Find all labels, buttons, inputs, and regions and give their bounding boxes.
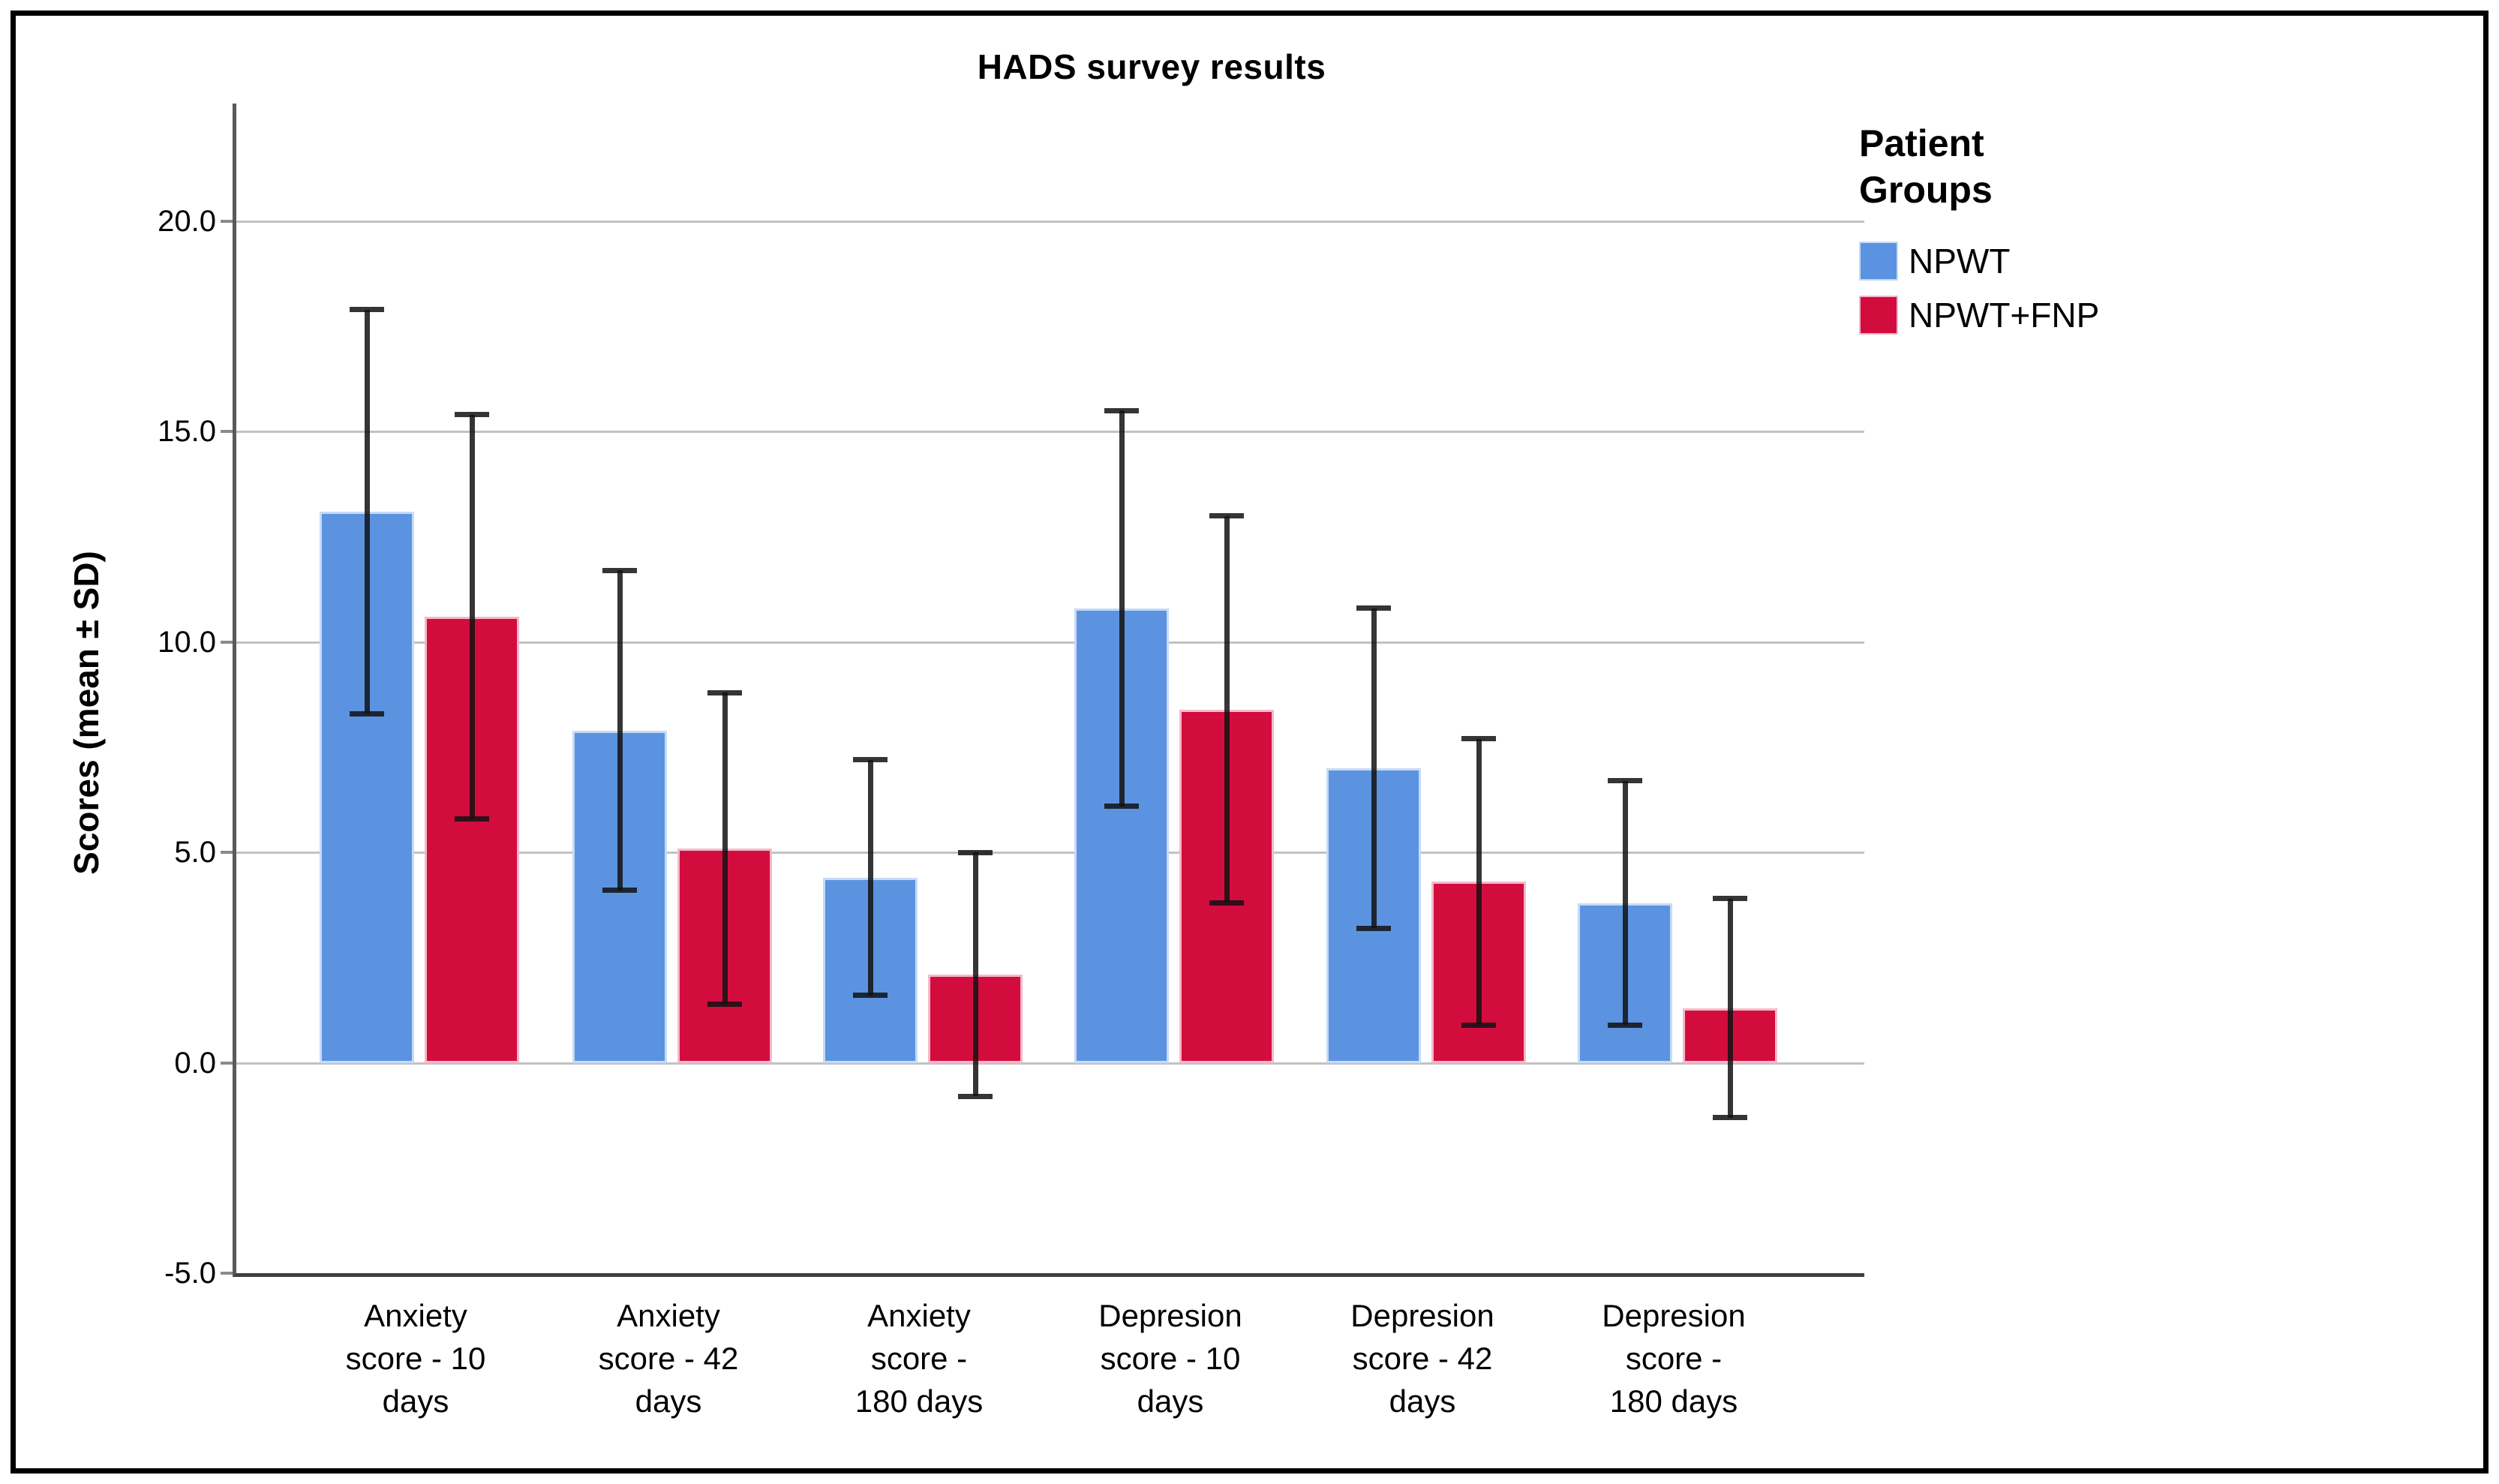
legend: Patient Groups NPWT NPWT+FNP [1859, 120, 2309, 350]
gridline-5 [236, 852, 1864, 855]
error-cap [958, 849, 993, 855]
x-tick-label-Anxiety score - 180 days: Anxiety score -180 days [855, 1298, 984, 1419]
y-tick-mark [221, 220, 233, 224]
legend-title: Patient Groups [1859, 122, 1993, 211]
y-tick-label: 0.0 [174, 1046, 216, 1080]
x-tick-label-Depresion score - 42 days: Depresion score - 42 days [1350, 1298, 1494, 1419]
error-cap [958, 1093, 993, 1099]
error-cap [602, 567, 637, 573]
error-cap [1461, 736, 1496, 742]
y-axis-title: Scores (mean ± SD) [67, 551, 106, 875]
error-cap [1356, 605, 1391, 611]
error-bar-NPWT+FNP-Anxiety score - 180 days [972, 852, 978, 1097]
error-bar-NPWT-Anxiety score - 42 days [617, 570, 623, 891]
y-tick-label: 20.0 [158, 205, 216, 239]
error-bar-NPWT-Depresion score - 42 days [1371, 608, 1377, 929]
error-cap [602, 888, 637, 894]
error-cap [707, 1001, 742, 1007]
error-cap [1104, 407, 1139, 413]
error-bar-NPWT+FNP-Depresion score - 180 days [1727, 898, 1733, 1118]
error-cap [1209, 513, 1244, 519]
y-tick-mark [221, 430, 233, 434]
y-tick-mark [221, 1061, 233, 1065]
legend-swatch-NPWT [1859, 242, 1898, 281]
error-bar-NPWT+FNP-Depresion score - 42 days [1476, 738, 1482, 1026]
x-tick-label-Anxiety score - 10 days: Anxiety score - 10 days [345, 1298, 486, 1419]
legend-item-NPWT: NPWT [1859, 242, 2309, 281]
error-cap [707, 689, 742, 695]
legend-item-NPWT+FNP: NPWT+FNP [1859, 296, 2309, 335]
x-tick-label-Depresion score - 180 days: Depresion score -180 days [1602, 1298, 1746, 1419]
error-cap [455, 816, 489, 822]
y-tick-mark [221, 1272, 233, 1275]
error-bar-NPWT-Depresion score - 180 days [1622, 780, 1628, 1026]
error-cap [455, 412, 489, 418]
gridline-0 [236, 1062, 1864, 1065]
error-cap [1356, 925, 1391, 931]
y-tick-label: 15.0 [158, 415, 216, 449]
gridline-10 [236, 641, 1864, 644]
error-cap [350, 710, 384, 716]
legend-swatch-NPWT+FNP [1859, 296, 1898, 335]
error-cap [350, 307, 384, 313]
error-cap [1461, 1022, 1496, 1028]
error-cap [853, 757, 888, 763]
legend-label: NPWT+FNP [1909, 296, 2100, 335]
legend-items: NPWT NPWT+FNP [1859, 242, 2309, 335]
y-tick-label: -5.0 [164, 1257, 216, 1290]
y-tick-label: 10.0 [158, 625, 216, 659]
y-tick-mark [221, 851, 233, 855]
error-bar-NPWT-Depresion score - 10 days [1119, 410, 1125, 807]
gridline-15 [236, 431, 1864, 434]
plot-area [233, 104, 1864, 1277]
error-bar-NPWT+FNP-Anxiety score - 42 days [722, 692, 728, 1005]
chart-title: HADS survey results [977, 47, 1326, 86]
x-tick-label-Depresion score - 10 days: Depresion score - 10 days [1098, 1298, 1242, 1419]
error-bar-NPWT-Anxiety score - 10 days [364, 309, 370, 714]
y-tick-label: 5.0 [174, 836, 216, 870]
x-tick-label-Anxiety score - 42 days: Anxiety score - 42 days [598, 1298, 739, 1419]
error-bar-NPWT+FNP-Depresion score - 10 days [1224, 515, 1230, 903]
error-cap [1104, 804, 1139, 810]
error-cap [1608, 778, 1642, 784]
error-cap [1713, 896, 1747, 902]
error-cap [1209, 900, 1244, 906]
error-cap [853, 993, 888, 999]
error-bar-NPWT-Anxiety score - 180 days [867, 759, 873, 996]
gridline-20 [236, 221, 1864, 224]
error-cap [1608, 1022, 1642, 1028]
error-cap [1713, 1115, 1747, 1120]
y-tick-mark [221, 640, 233, 644]
legend-label: NPWT [1909, 242, 2011, 281]
error-bar-NPWT+FNP-Anxiety score - 10 days [469, 414, 475, 819]
